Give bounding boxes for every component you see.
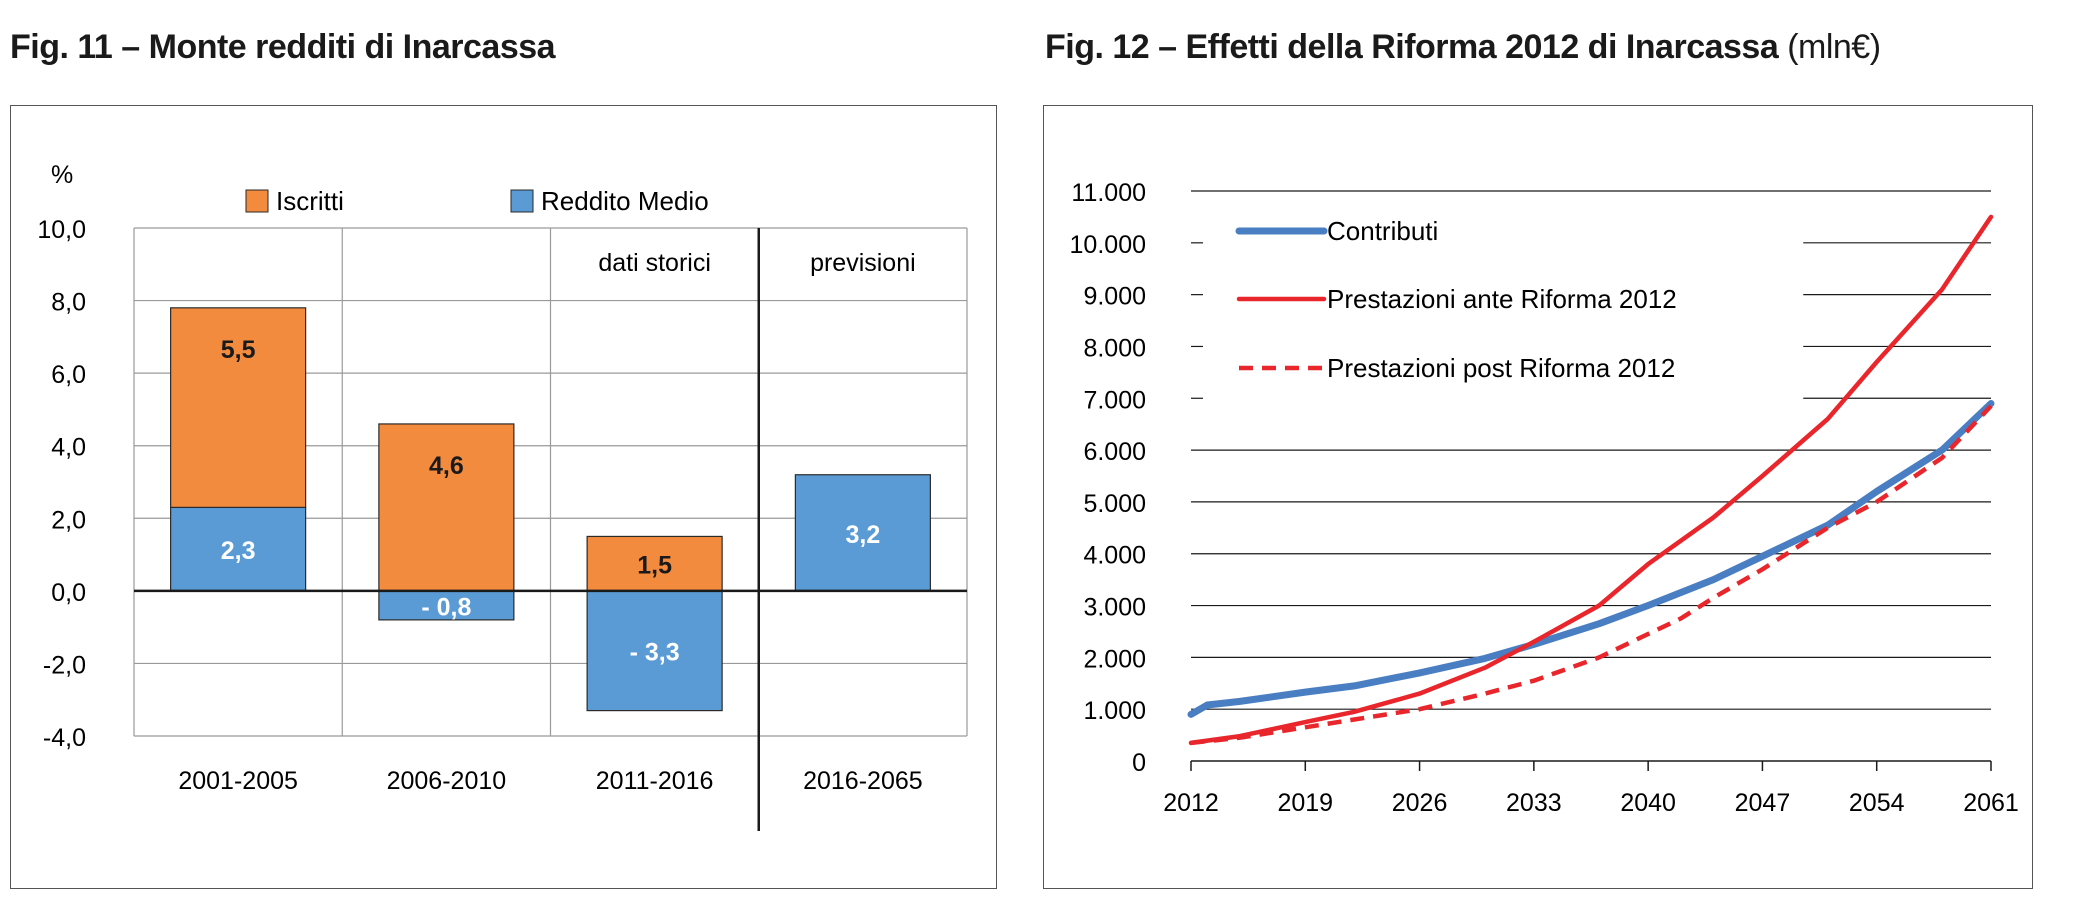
x-tick-label: 2016-2065: [803, 767, 923, 795]
x-tick-label: 2061: [1963, 789, 2019, 817]
y-tick-label: 2,0: [51, 506, 86, 534]
x-tick-label: 2011-2016: [596, 767, 714, 795]
y-tick-label: 1.000: [1083, 697, 1146, 725]
bar-label-reddito-medio: 3,2: [845, 521, 880, 549]
legend-swatch-iscritti: [245, 189, 269, 213]
x-tick-label: 2026: [1392, 789, 1448, 817]
x-tick-label: 2040: [1620, 789, 1676, 817]
fig12-title-text: Fig. 12 – Effetti della Riforma 2012 di …: [1045, 28, 1779, 66]
y-tick-label: 5.000: [1083, 490, 1146, 518]
y-tick-label: 9.000: [1083, 283, 1146, 311]
bar-label-reddito-medio: 2,3: [221, 537, 256, 565]
y-tick-label: 8.000: [1083, 334, 1146, 362]
y-tick-label: 10,0: [37, 216, 86, 244]
fig12-title: Fig. 12 – Effetti della Riforma 2012 di …: [1045, 28, 1881, 67]
bar-reddito-medio: [170, 506, 307, 592]
y-axis-unit-label: %: [51, 161, 73, 189]
fig11-bar-chart: 10,0 8,0 6,0 4,0 2,0 0,0 -2,0 -4,0% 2,3 5,5 2001-2…: [37, 161, 968, 831]
period-label-forecast: previsioni: [810, 249, 916, 277]
bar-iscritti: [586, 535, 723, 592]
x-tick-label: 2012: [1163, 789, 1219, 817]
line-contributi: [1187, 400, 1995, 718]
fig11-chart-frame: 10,0 8,0 6,0 4,0 2,0 0,0 -2,0 -4,0% 2,3 5,5 2001-2…: [10, 105, 997, 889]
legend-contributi-label: Contributi: [1327, 216, 1438, 246]
fig11-title-text: Fig. 11 – Monte redditi di Inarcassa: [10, 28, 556, 66]
x-tick-label: 2019: [1277, 789, 1333, 817]
bar-label-iscritti: 5,5: [221, 336, 256, 364]
bar-iscritti: [170, 307, 307, 508]
legend-label-iscritti: Iscritti: [276, 186, 344, 216]
y-tick-label: 11.000: [1071, 179, 1146, 207]
y-tick-label: 6.000: [1083, 438, 1146, 466]
legend-prestazioni-post-label: Prestazioni post Riforma 2012: [1327, 353, 1675, 383]
bar-label-reddito-medio: - 0,8: [421, 593, 471, 621]
bar-label-iscritti: 4,6: [429, 452, 464, 480]
bar-reddito-medio: [378, 590, 515, 621]
y-tick-label: 0: [1132, 749, 1146, 777]
x-tick-label: 2047: [1735, 789, 1791, 817]
x-tick-label: 2001-2005: [178, 767, 298, 795]
bar-label-iscritti: 1,5: [637, 552, 672, 580]
period-label-historical: dati storici: [598, 249, 711, 277]
bar-reddito-medio: [586, 590, 723, 712]
y-tick-label: 6,0: [51, 361, 86, 389]
fig12-title-unit: (mln€): [1787, 28, 1881, 66]
y-tick-label: 7.000: [1083, 386, 1146, 414]
legend-prestazioni-ante-label: Prestazioni ante Riforma 2012: [1327, 284, 1677, 314]
y-tick-label: -4,0: [43, 724, 86, 752]
x-tick-label: 2006-2010: [387, 767, 507, 795]
fig12-chart-frame: 0 1.000 2.000 3.000 4.000 5.000 6.000 7.000 8.00…: [1043, 105, 2033, 889]
y-tick-label: 4.000: [1083, 542, 1146, 570]
x-tick-label: 2033: [1506, 789, 1562, 817]
y-tick-label: -2,0: [43, 651, 86, 679]
bar-iscritti: [378, 423, 515, 592]
y-tick-label: 2.000: [1083, 645, 1146, 673]
legend-label-reddito-medio: Reddito Medio: [541, 186, 709, 216]
fig11-title: Fig. 11 – Monte redditi di Inarcassa: [10, 28, 556, 67]
y-tick-label: 0,0: [51, 579, 86, 607]
y-tick-label: 10.000: [1070, 231, 1146, 259]
x-tick-label: 2054: [1849, 789, 1905, 817]
bar-label-reddito-medio: - 3,3: [630, 639, 680, 667]
y-tick-label: 3.000: [1083, 594, 1146, 622]
line-prestazioni-ante: [1188, 214, 1994, 746]
fig12-line-chart: 0 1.000 2.000 3.000 4.000 5.000 6.000 7.000 8.00…: [1070, 179, 2019, 817]
y-tick-label: 8,0: [51, 289, 86, 317]
y-tick-label: 4,0: [51, 434, 86, 462]
legend-swatch-reddito-medio: [510, 189, 534, 213]
line-prestazioni-post: [1190, 404, 1993, 746]
